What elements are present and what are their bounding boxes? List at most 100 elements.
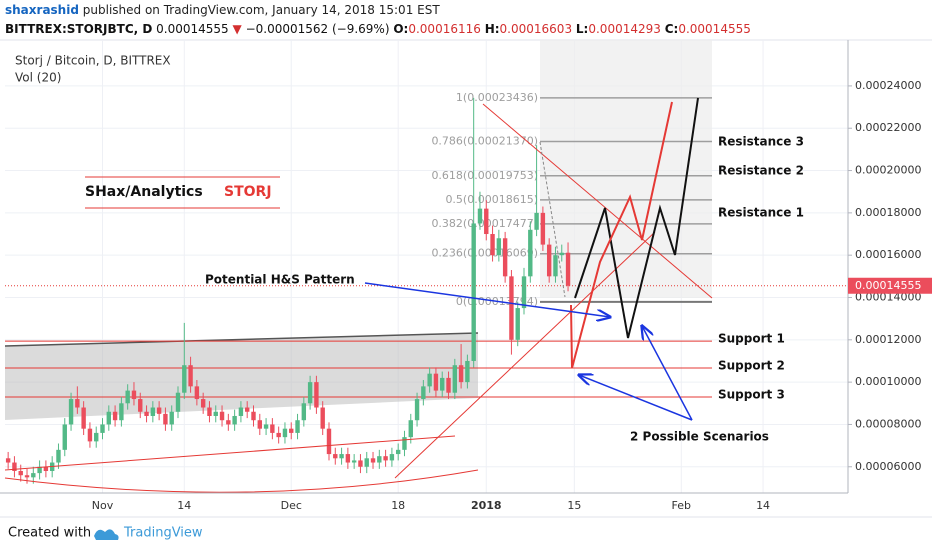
candle-body [245,407,250,412]
y-tick-label: 0.00006000 [855,460,921,473]
candle-body [521,276,527,309]
x-tick-label: 14 [756,499,770,512]
candle-body [81,407,86,429]
levels: Support 1 Support 2 Support 3 [5,285,848,401]
arrow [579,375,693,421]
channel-line [4,332,479,347]
candle-body [37,466,42,474]
change: −0.00001562 (−9.69%) [246,22,390,36]
candle-body [496,238,502,256]
candle-body [87,428,93,442]
candle-body [433,373,439,391]
candle-body [364,458,369,467]
candle-body [282,428,288,438]
support-label: Support 1 [718,332,785,346]
candle-body [257,420,262,429]
candle-body [295,420,300,433]
candle-body [502,238,508,277]
candle-body [68,399,74,425]
candle-body [138,399,143,412]
candle-body [452,365,458,393]
resistance-label: Resistance 1 [718,206,804,220]
symbol: BITTREX:STORJBTC, D [5,22,152,36]
candle-body [358,460,363,467]
candle-body [270,424,275,433]
axes: 0.00006000 0.00008000 0.00010000 0.00012000… [92,79,932,512]
arrow [364,282,610,317]
candle-body [194,386,200,400]
candle-body [301,403,307,421]
candle-body [515,308,520,340]
candle-body [232,415,237,425]
candle-body [131,390,137,400]
candle-body [377,456,382,463]
candle-body [528,229,533,277]
x-tick-label: 18 [391,499,405,512]
fib-label: 0.5(0.00018615) [445,193,538,206]
candle-body [144,411,149,416]
candle-body [24,475,30,478]
y-tick-label: 0.00024000 [855,79,921,92]
brand: SHax/Analytics [85,184,203,200]
resistance-label: Resistance 2 [718,164,804,178]
candle-body [156,407,162,414]
candle-body [458,365,464,383]
candle-body [477,208,483,224]
x-tick-label: Dec [281,499,302,512]
scenarios-label: 2 Possible Scenarios [630,430,769,444]
candle-body [5,458,11,463]
o-label: O: [393,22,408,36]
y-tick-label: 0.00016000 [855,248,921,261]
header-line-2: BITTREX:STORJBTC, D 0.00014555 ▼ −0.0000… [5,22,751,36]
candle-body [421,386,426,400]
scenario-red [570,101,673,369]
y-tick-label: 0.00010000 [855,375,921,388]
channel-zone [5,333,478,420]
drawings: SHax/Analytics STORJ Potential H&S Patte… [4,97,804,493]
candle-body [31,473,36,478]
candle-body [12,462,17,471]
l-label: L: [576,22,588,36]
x-tick-label: 2018 [471,499,502,512]
l: 0.00014293 [588,22,661,36]
footer-created: Created with [8,526,91,541]
candle-body [326,428,332,455]
y-tick-label: 0.00020000 [855,164,921,177]
candle-body [62,424,67,450]
candle-body [150,407,156,416]
candle-body [169,411,174,425]
last-price-label: 0.00014555 [855,279,921,292]
candle-body [238,407,244,416]
candle-body [119,403,124,421]
candle-body [307,382,313,404]
last: 0.00014555 [156,22,229,36]
author: shaxrashid [5,3,79,17]
candle-body [163,413,168,425]
c: 0.00014555 [678,22,751,36]
candle-body [509,276,514,340]
candle-body [414,399,420,421]
candle-body [94,432,99,442]
candle-body [370,458,376,463]
candle-body [345,454,351,463]
candle-body [100,424,105,433]
candles [5,97,571,484]
candle-body [402,437,407,450]
arrow: ▼ [233,22,243,36]
candle-body [553,255,558,277]
y-tick-label: 0.00012000 [855,333,921,346]
h: 0.00016603 [500,22,573,36]
fib-label: 0.786(0.00021370) [431,135,538,148]
candle-body [395,449,401,455]
x-tick-label: Nov [92,499,114,512]
candle-body [339,454,344,459]
candle-body [207,407,212,416]
candle-body [383,456,388,461]
candle-body [219,411,225,421]
y-tick-label: 0.00022000 [855,121,921,134]
candle-body [188,365,193,387]
x-tick-label: Feb [672,499,691,512]
candle-body [251,411,256,421]
